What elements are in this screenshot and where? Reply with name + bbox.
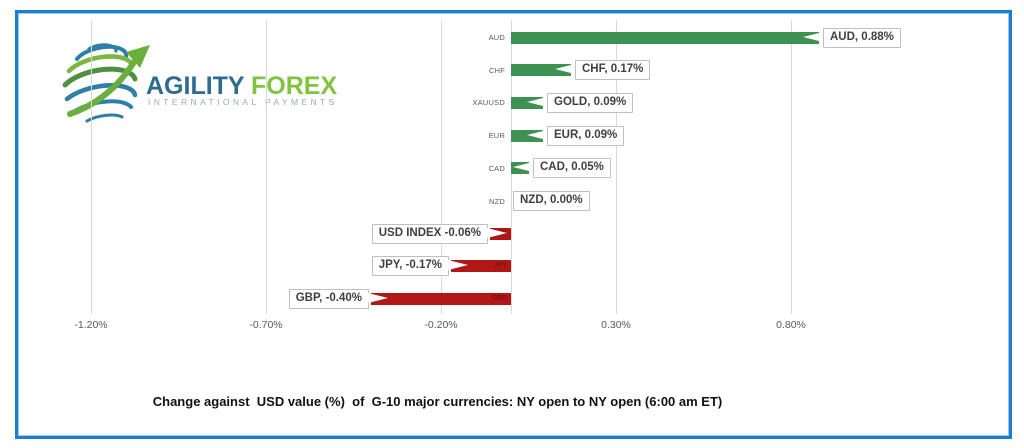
data-label-gbp: GBP, -0.40% <box>288 289 369 310</box>
axis-tick-label: -1.20% <box>74 319 108 331</box>
data-label-pointer-dxy <box>487 227 507 238</box>
data-label-jpy: JPY, -0.17% <box>371 256 449 277</box>
logo-brand-primary: AGILITY <box>146 72 245 100</box>
data-label-pointer-gbp <box>368 293 388 304</box>
gridline <box>616 20 617 314</box>
data-label-cad: CAD, 0.05% <box>533 158 611 179</box>
chart-title: Change against USD value (%) of G-10 maj… <box>152 394 723 409</box>
axis-tick-label: 0.30% <box>601 319 631 331</box>
bar-tag-gbp: GBP <box>491 295 507 303</box>
axis-tick-label: -0.70% <box>249 319 283 331</box>
data-label-pointer-eur <box>527 129 547 140</box>
data-label-dxy: USD INDEX -0.06% <box>371 223 488 244</box>
data-label-nzd: NZD, 0.00% <box>513 191 590 211</box>
data-label-aud: AUD, 0.88% <box>823 27 901 48</box>
data-label-pointer-xauusd <box>527 96 547 107</box>
gridline <box>266 20 267 314</box>
globe-arrow-icon <box>62 43 150 123</box>
data-label-chf: CHF, 0.17% <box>575 60 651 81</box>
category-label-eur: EUR <box>488 131 505 141</box>
data-label-pointer-aud <box>803 31 823 42</box>
category-label-nzd: NZD <box>488 196 505 206</box>
bar-aud <box>511 31 819 44</box>
data-label-xauusd: GOLD, 0.09% <box>547 92 634 113</box>
axis-tick-label: -0.20% <box>424 319 458 331</box>
gridline <box>791 20 792 314</box>
category-label-chf: CHF <box>488 65 505 75</box>
data-label-eur: EUR, 0.09% <box>547 125 625 146</box>
data-label-pointer-jpy <box>448 260 468 271</box>
bar-gbp <box>371 293 511 306</box>
axis-tick-label: 0.80% <box>776 319 806 331</box>
category-label-cad: CAD <box>488 163 505 173</box>
data-label-pointer-chf <box>555 64 575 75</box>
category-label-xauusd: XAUUSD <box>472 98 505 108</box>
logo-brand-secondary: FOREX <box>251 72 337 100</box>
panel-border <box>15 10 1012 439</box>
data-label-pointer-cad <box>513 162 533 173</box>
gridline <box>91 20 92 314</box>
agilityforex-logo: AGILITY FOREX INTERNATIONAL PAYMENTS <box>62 43 338 123</box>
category-label-aud: AUD <box>488 33 505 42</box>
gridline <box>441 20 442 314</box>
bar-tag-jpy: JPY <box>493 262 507 270</box>
logo-tagline: INTERNATIONAL PAYMENTS <box>148 97 338 107</box>
